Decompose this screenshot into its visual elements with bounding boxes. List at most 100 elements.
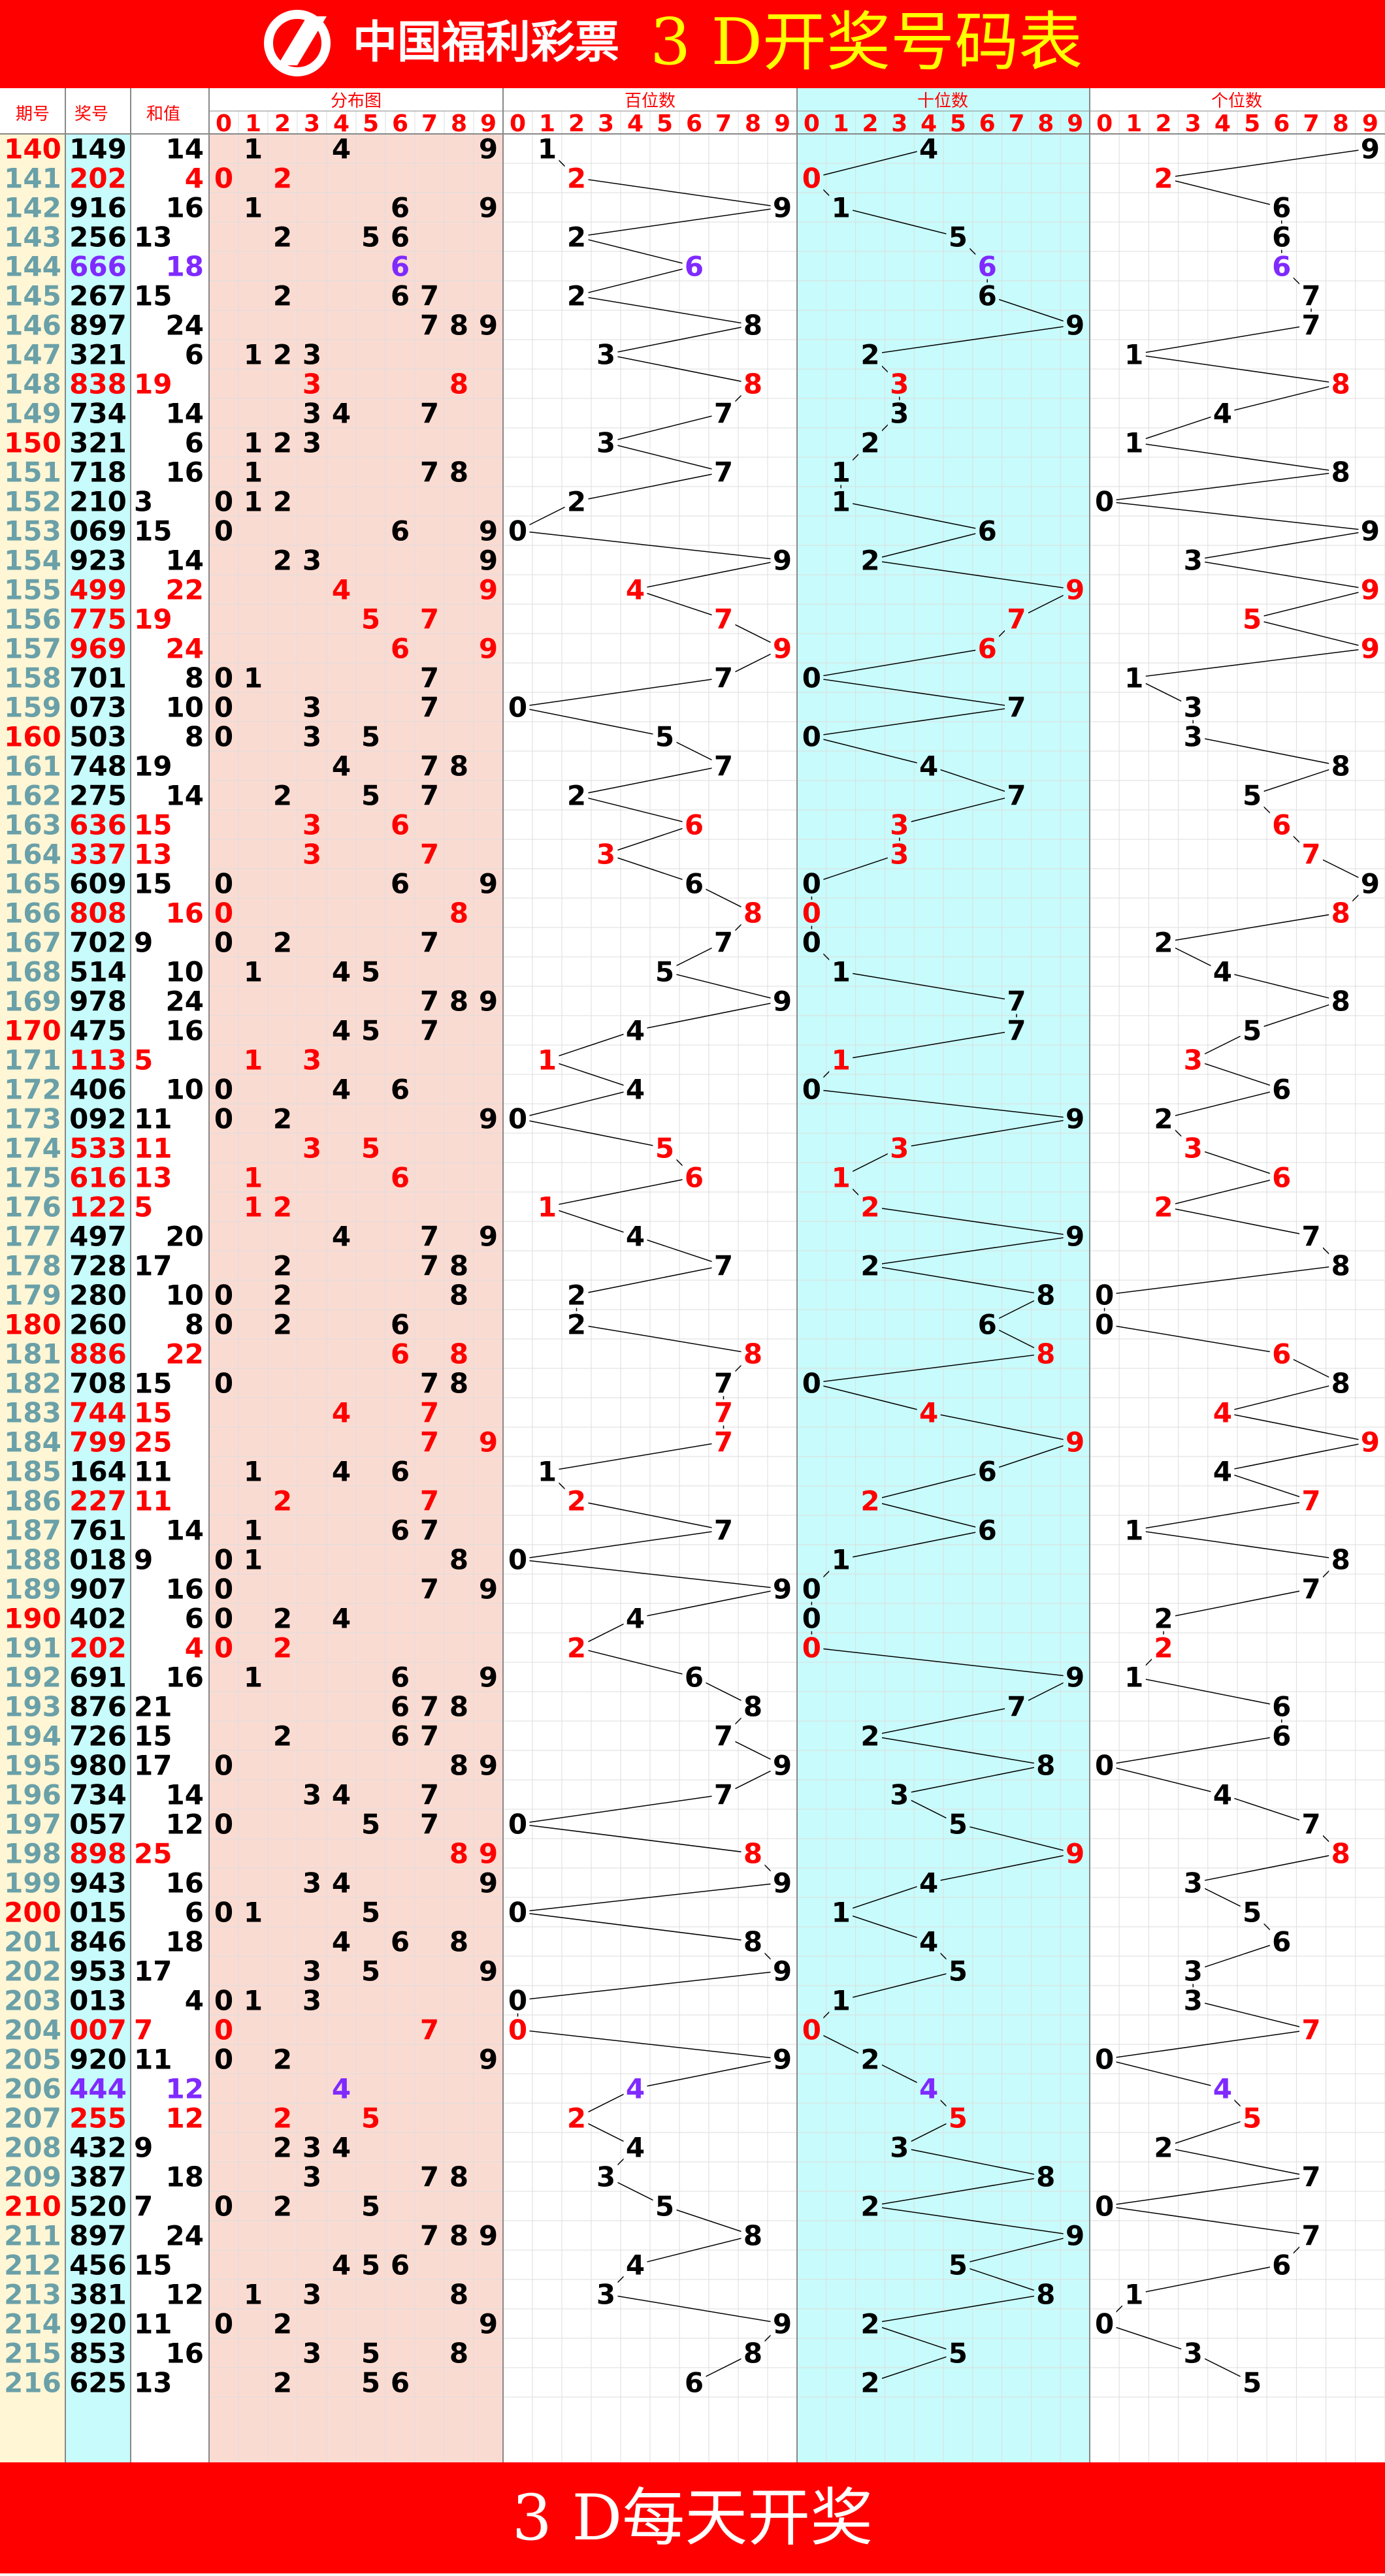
trend-digit-h: 0: [508, 1103, 527, 1135]
trail-mask: [1269, 1722, 1294, 1749]
distribution-digit: 4: [332, 1603, 351, 1635]
trail-mask: [858, 429, 882, 456]
trail-mask: [1329, 370, 1353, 397]
trend-digit-o: 0: [1095, 486, 1114, 518]
lottery-logo-icon: [264, 10, 331, 76]
table-row: 201 846 18 84 6 8 4 6: [4, 1926, 1294, 1958]
number-cell: 616: [69, 1162, 127, 1194]
trend-digit-h: 2: [567, 1485, 586, 1517]
trend-digit-h: 8: [743, 1338, 762, 1370]
digit-header: 8: [1333, 110, 1349, 137]
distribution-digit: 2: [273, 2308, 292, 2340]
trend-digit-h: 9: [773, 633, 792, 665]
distribution-digit: 5: [361, 604, 380, 636]
sum-cell: 16: [166, 1662, 204, 1694]
sum-cell: 9: [134, 1544, 153, 1576]
trail-mask: [946, 2104, 970, 2131]
trend-digit-o: 3: [1184, 721, 1203, 753]
distribution-digit: 7: [420, 780, 439, 812]
trail-mask: [800, 870, 824, 897]
trail-mask: [1211, 2075, 1235, 2102]
trail-mask: [741, 312, 765, 338]
trend-digit-t: 3: [890, 398, 909, 430]
number-cell: 702: [69, 927, 127, 959]
number-cell: 069: [69, 515, 127, 547]
trend-digit-h: 7: [714, 604, 733, 636]
sum-cell: 17: [134, 1250, 172, 1282]
sum-cell: 12: [166, 2279, 204, 2311]
sum-cell: 13: [134, 2367, 172, 2399]
sum-cell: 6: [185, 1603, 204, 1635]
table-row: 208 432 9 432 4 3 2: [4, 2132, 1175, 2164]
trend-digit-o: 0: [1095, 1309, 1114, 1341]
distribution-digit: 2: [273, 2044, 292, 2076]
table-row: 191 202 4 20 2 0 2: [4, 1632, 1175, 1664]
trail-mask: [1329, 1546, 1353, 1573]
trend-digit-h: 7: [714, 662, 733, 694]
table-row: 159 073 10 0 73 0 7 3: [4, 692, 1205, 724]
number-cell: 444: [69, 2073, 127, 2105]
distribution-digit: 1: [244, 1456, 263, 1488]
number-cell: 321: [69, 427, 127, 459]
footer-banner: 3 D每天开奖: [0, 2462, 1385, 2573]
distribution-digit: 3: [302, 692, 321, 724]
table-row: 144 666 18 6 6 6 6: [4, 251, 1294, 283]
table-row: 170 475 16 4 75 4 7 5: [4, 1015, 1264, 1047]
period-cell: 147: [4, 339, 61, 371]
sum-cell: 6: [185, 427, 204, 459]
digit-header: 4: [1214, 110, 1231, 137]
trail-mask: [535, 135, 559, 162]
distribution-digit: 4: [332, 750, 351, 782]
distribution-digit: 4: [332, 398, 351, 430]
distribution-digit: 6: [391, 1926, 410, 1958]
number-cell: 728: [69, 1250, 127, 1282]
distribution-digit: 8: [449, 368, 468, 400]
distribution-digit: 6: [391, 192, 410, 224]
trail-mask: [741, 1693, 765, 1720]
period-cell: 185: [4, 1456, 61, 1488]
trail-mask: [682, 2369, 706, 2396]
table-row: 163 636 15 63 6 3 6: [4, 809, 1294, 841]
period-cell: 173: [4, 1103, 61, 1135]
trend-digit-o: 1: [1124, 1515, 1143, 1547]
number-cell: 907: [69, 1573, 127, 1605]
trail-mask: [800, 929, 824, 956]
number-cell: 969: [69, 633, 127, 665]
trend-digit-t: 8: [1036, 1338, 1055, 1370]
table-row: 178 728 17 72 8 7 2 8: [4, 1250, 1353, 1282]
trail-mask: [1299, 1223, 1323, 1249]
sum-cell: 16: [166, 192, 204, 224]
period-cell: 210: [4, 2191, 61, 2223]
table-row: 210 520 7 520 5 2 0: [4, 2191, 1116, 2223]
trail-mask: [975, 282, 1000, 309]
distribution-digit: 7: [420, 839, 439, 871]
distribution-digit: 1: [244, 956, 263, 988]
trend-digit-t: 9: [1066, 1838, 1084, 1870]
distribution-digit: 7: [420, 1368, 439, 1400]
distribution-digit: 1: [244, 1191, 263, 1223]
distribution-digit: 9: [479, 868, 498, 900]
distribution-digit: 3: [302, 1985, 321, 2017]
trail-mask: [711, 1428, 736, 1455]
distribution-digit: 7: [420, 1691, 439, 1723]
distribution-digit: 7: [420, 604, 439, 636]
period-cell: 208: [4, 2132, 61, 2164]
trend-digit-h: 1: [538, 1456, 557, 1488]
table-row: 197 057 12 0 5 7 0 5 7: [4, 1809, 1323, 1841]
period-cell: 192: [4, 1662, 61, 1694]
distribution-digit: 6: [391, 1338, 410, 1370]
period-cell: 158: [4, 662, 61, 694]
distribution-digit: 4: [332, 2073, 351, 2105]
number-header: 奖号: [74, 105, 108, 124]
trend-digit-h: 7: [714, 1426, 733, 1458]
trend-digit-h: 2: [567, 163, 586, 195]
distribution-digit: 2: [273, 545, 292, 577]
sum-cell: 16: [166, 457, 204, 489]
trend-digit-o: 0: [1095, 1750, 1114, 1782]
sum-cell: 17: [134, 1956, 172, 1988]
trail-mask: [1240, 2369, 1264, 2396]
trend-digit-t: 8: [1036, 1280, 1055, 1312]
trend-digit-o: 2: [1154, 163, 1173, 195]
distribution-digit: 2: [273, 927, 292, 959]
